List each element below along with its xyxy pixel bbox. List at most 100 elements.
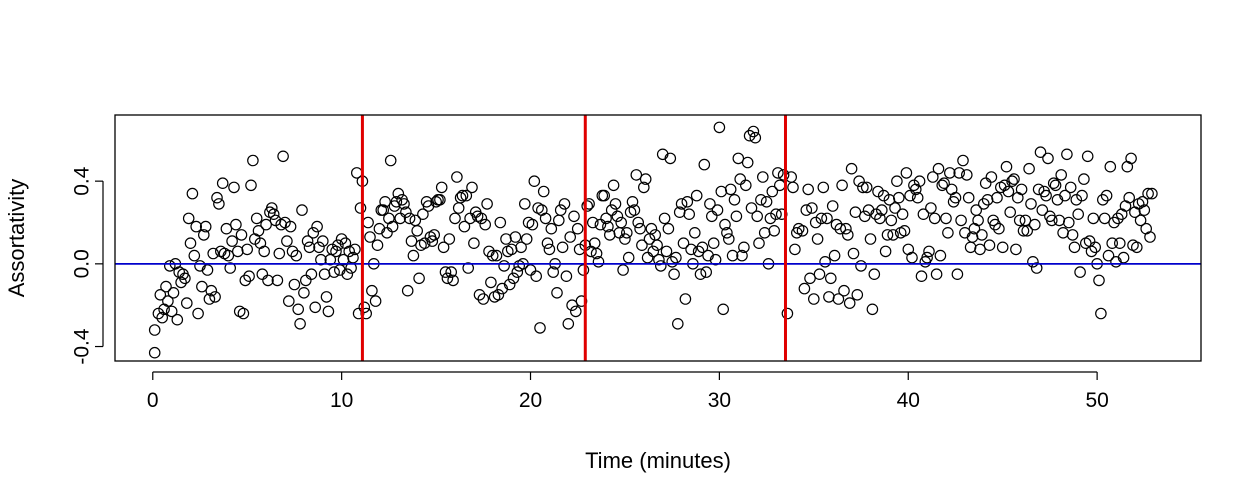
- data-point: [940, 212, 952, 225]
- data-point: [1036, 204, 1049, 216]
- data-point: [1059, 189, 1071, 202]
- data-point: [498, 260, 510, 272]
- data-point: [534, 322, 546, 334]
- data-point: [390, 196, 403, 208]
- data-point: [1083, 235, 1096, 247]
- data-point: [989, 218, 1001, 231]
- data-point: [239, 274, 252, 287]
- data-point: [154, 288, 167, 301]
- data-point: [704, 198, 716, 210]
- data-point: [475, 212, 488, 225]
- data-point: [1025, 198, 1037, 210]
- y-axis-label: Assortativity: [4, 179, 29, 298]
- data-point: [369, 295, 382, 307]
- data-point: [558, 198, 571, 210]
- data-point: [1049, 179, 1062, 192]
- data-point: [473, 288, 486, 301]
- data-point: [250, 212, 263, 225]
- data-point: [841, 229, 854, 241]
- data-point: [666, 255, 678, 268]
- data-point: [252, 225, 265, 237]
- data-point: [753, 237, 765, 249]
- data-point: [171, 313, 184, 326]
- data-point: [1078, 173, 1090, 185]
- data-point: [637, 181, 650, 194]
- data-point: [864, 233, 877, 245]
- data-point: [875, 204, 888, 216]
- data-point: [977, 198, 990, 210]
- x-axis-label: Time (minutes): [585, 448, 731, 473]
- y-axis: -0.4 0.0 0.4: [70, 166, 104, 365]
- data-point: [286, 245, 299, 258]
- data-point: [664, 152, 677, 165]
- data-point: [1093, 274, 1105, 287]
- data-point: [188, 249, 201, 262]
- data-point: [562, 317, 575, 330]
- data-point: [492, 288, 505, 301]
- data-point: [953, 167, 965, 179]
- data-point: [294, 317, 306, 330]
- data-point: [709, 253, 722, 266]
- data-point: [520, 233, 533, 245]
- data-point: [1095, 307, 1107, 320]
- data-point: [628, 204, 641, 216]
- data-point: [617, 264, 629, 276]
- data-point: [362, 216, 374, 229]
- data-point: [466, 181, 478, 194]
- data-point: [288, 278, 301, 291]
- data-point: [609, 198, 622, 210]
- data-point: [515, 241, 527, 254]
- data-point: [600, 212, 612, 225]
- data-point: [1098, 212, 1111, 225]
- data-point: [184, 237, 197, 249]
- data-point: [1114, 237, 1126, 249]
- data-point: [932, 162, 945, 175]
- data-point: [904, 189, 916, 202]
- data-point: [1010, 243, 1022, 256]
- data-point: [840, 222, 852, 235]
- data-point: [1072, 208, 1084, 220]
- data-point: [1053, 214, 1066, 227]
- data-point: [460, 189, 473, 202]
- data-point: [1061, 148, 1073, 161]
- data-point: [220, 222, 233, 235]
- data-point: [162, 295, 174, 307]
- data-point: [318, 268, 331, 280]
- data-point: [1004, 206, 1016, 218]
- data-point: [449, 212, 461, 225]
- data-point: [547, 266, 559, 278]
- data-point: [857, 181, 869, 194]
- data-point: [500, 233, 512, 245]
- data-point: [260, 218, 272, 231]
- data-point: [951, 268, 964, 280]
- data-point: [645, 222, 658, 235]
- data-point: [804, 272, 816, 285]
- data-point: [789, 243, 801, 256]
- data-point: [392, 187, 405, 200]
- data-point: [830, 218, 843, 231]
- data-point: [213, 198, 225, 210]
- data-point: [1006, 175, 1018, 187]
- data-point: [738, 241, 750, 254]
- data-point: [1108, 216, 1120, 229]
- data-point: [991, 191, 1003, 204]
- data-point: [668, 268, 680, 280]
- data-point: [377, 204, 389, 216]
- data-point: [889, 202, 901, 214]
- y-tick-label: 0.0: [70, 249, 93, 278]
- data-point: [156, 311, 168, 324]
- data-point: [741, 156, 754, 169]
- data-point: [819, 255, 831, 268]
- data-point: [341, 268, 354, 280]
- data-point: [983, 239, 996, 251]
- data-point: [1021, 225, 1033, 237]
- data-point: [976, 229, 988, 241]
- data-point: [1000, 160, 1013, 173]
- data-point: [1104, 160, 1117, 173]
- data-point: [407, 249, 420, 262]
- data-point: [826, 200, 839, 212]
- data-point: [685, 243, 697, 256]
- data-point: [690, 189, 703, 202]
- data-point: [926, 171, 939, 183]
- data-point: [942, 227, 954, 239]
